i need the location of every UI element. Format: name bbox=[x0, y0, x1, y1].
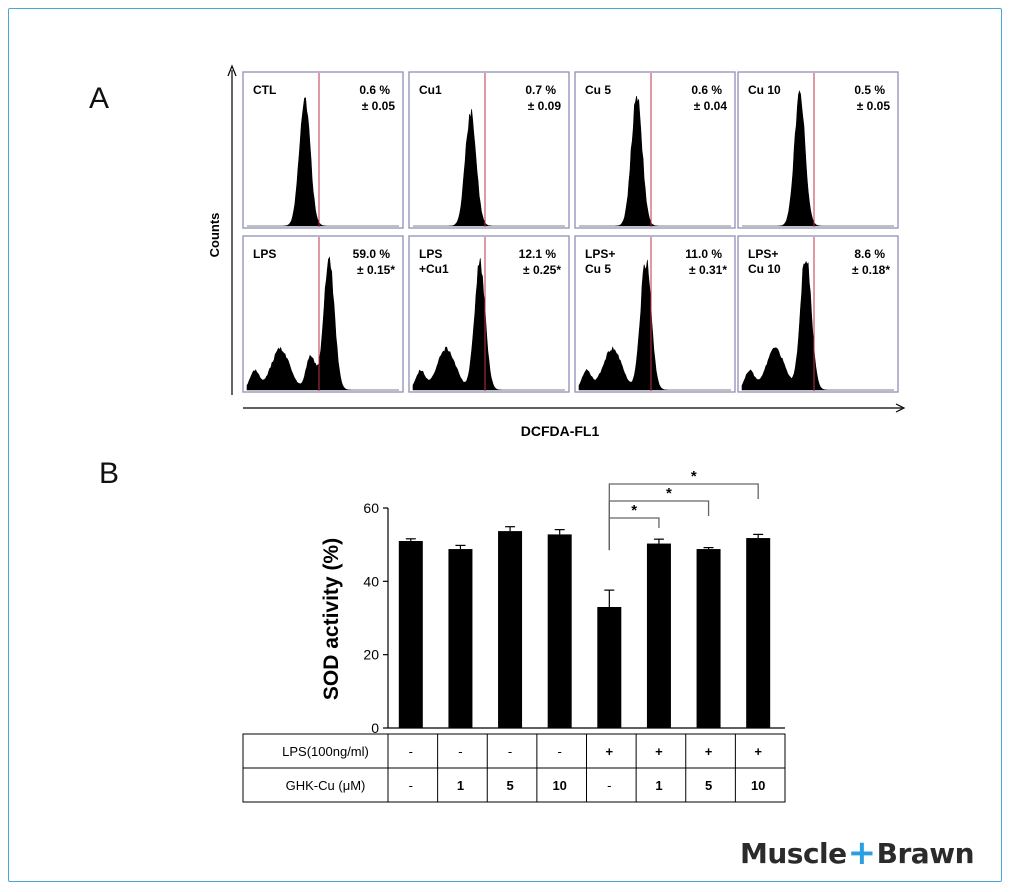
bar bbox=[746, 538, 771, 728]
table-cell: 1 bbox=[655, 778, 662, 793]
histogram-panel: LPS 59.0 % ± 0.15* bbox=[242, 235, 404, 393]
sample-name: LPS+ bbox=[748, 247, 778, 261]
gate-error: ± 0.15* bbox=[357, 263, 395, 277]
gate-percent: 11.0 % bbox=[685, 247, 722, 261]
y-tick-label: 40 bbox=[363, 573, 379, 589]
table-cell: - bbox=[409, 778, 413, 793]
significance-star: * bbox=[691, 468, 697, 485]
gate-percent: 0.6 % bbox=[359, 83, 390, 97]
table-cell: 5 bbox=[506, 778, 513, 793]
histogram-distribution bbox=[413, 109, 565, 227]
gate-percent: 12.1 % bbox=[519, 247, 557, 261]
gate-error: ± 0.09 bbox=[528, 99, 562, 113]
y-axis-label: SOD activity (%) bbox=[320, 538, 343, 700]
panel-b-label: B bbox=[99, 457, 120, 490]
sample-name: LPS bbox=[419, 247, 442, 261]
table-cell: 5 bbox=[705, 778, 712, 793]
sample-name: LPS bbox=[253, 247, 276, 261]
histogram-distribution bbox=[741, 260, 894, 391]
gate-percent: 0.7 % bbox=[525, 83, 556, 97]
histogram-panel: Cu 5 0.6 % ± 0.04 bbox=[574, 71, 736, 229]
logo-plus-icon: + bbox=[847, 833, 877, 873]
sample-name-line2: Cu 10 bbox=[748, 262, 781, 276]
table-row bbox=[242, 767, 786, 803]
table-cell: - bbox=[458, 744, 462, 759]
histogram-frame bbox=[574, 71, 736, 229]
gate-error: ± 0.04 bbox=[694, 99, 728, 113]
histogram-distribution bbox=[247, 97, 399, 227]
bar bbox=[448, 549, 473, 728]
gate-error: ± 0.25* bbox=[523, 263, 561, 277]
histogram-panel: Cu1 0.7 % ± 0.09 bbox=[408, 71, 570, 229]
logo-text-left: Muscle bbox=[740, 836, 847, 870]
significance-star: * bbox=[666, 485, 672, 502]
figure-frame bbox=[8, 8, 1002, 882]
table-cell: - bbox=[558, 744, 562, 759]
histogram-frame bbox=[408, 71, 570, 229]
histogram-frame bbox=[737, 235, 899, 393]
counts-label: Counts bbox=[207, 213, 222, 258]
table-row-label: GHK-Cu (μM) bbox=[286, 778, 366, 793]
table-cell: 10 bbox=[552, 778, 566, 793]
table-cell: + bbox=[705, 744, 713, 759]
y-tick-label: 20 bbox=[363, 647, 379, 663]
sample-name: Cu1 bbox=[419, 83, 442, 97]
bar bbox=[547, 534, 572, 728]
table-cell: + bbox=[606, 744, 614, 759]
histogram-frame bbox=[737, 71, 899, 229]
gate-percent: 8.6 % bbox=[854, 247, 885, 261]
histogram-panel: LPS+Cu 5 11.0 % ± 0.31* bbox=[574, 235, 736, 393]
gate-percent: 0.5 % bbox=[854, 83, 885, 97]
table-cell: - bbox=[508, 744, 512, 759]
histogram-grid: Counts DCFDA-FL1 CTL 0.6 % ± 0.05 Cu1 0.7 % ±… bbox=[207, 64, 906, 439]
panel-a-label: A bbox=[89, 82, 110, 115]
bar bbox=[398, 541, 423, 728]
sod-bar-chart: SOD activity (%) 0 20 40 60 * * * LPS(100ng/m… bbox=[242, 468, 786, 803]
brand-logo: Muscle + Brawn bbox=[740, 833, 975, 873]
table-cell: 1 bbox=[457, 778, 464, 793]
gate-percent: 0.6 % bbox=[691, 83, 722, 97]
sample-name: LPS+ bbox=[585, 247, 615, 261]
histogram-distribution bbox=[246, 256, 399, 391]
histogram-panel: LPS+Cu 10 8.6 % ± 0.18* bbox=[737, 235, 899, 393]
y-tick-label: 60 bbox=[363, 500, 379, 516]
table-row-label: LPS(100ng/ml) bbox=[282, 744, 369, 759]
gate-percent: 59.0 % bbox=[353, 247, 391, 261]
histogram-distribution bbox=[412, 258, 565, 391]
gate-error: ± 0.05 bbox=[857, 99, 891, 113]
histogram-frame bbox=[242, 71, 404, 229]
significance-bracket bbox=[608, 483, 759, 551]
bar bbox=[696, 549, 721, 728]
significance-star: * bbox=[631, 502, 637, 519]
counts-axis-arrowhead bbox=[227, 64, 237, 77]
bar bbox=[498, 531, 523, 728]
table-cell: + bbox=[655, 744, 663, 759]
sample-name: Cu 10 bbox=[748, 83, 781, 97]
gate-error: ± 0.18* bbox=[852, 263, 890, 277]
sample-name-line2: Cu 5 bbox=[585, 262, 611, 276]
table-cell: - bbox=[607, 778, 611, 793]
fl1-axis-arrowhead bbox=[895, 403, 906, 413]
bar bbox=[646, 543, 671, 728]
histogram-distribution bbox=[579, 95, 731, 227]
histogram-panel: CTL 0.6 % ± 0.05 bbox=[242, 71, 404, 229]
table-cell: + bbox=[754, 744, 762, 759]
sample-name-line2: +Cu1 bbox=[419, 262, 449, 276]
gate-error: ± 0.31* bbox=[689, 263, 727, 277]
table-cell: 10 bbox=[751, 778, 765, 793]
logo-text-right: Brawn bbox=[876, 836, 975, 870]
sample-name: Cu 5 bbox=[585, 83, 611, 97]
sample-name: CTL bbox=[253, 83, 276, 97]
histogram-panel: Cu 10 0.5 % ± 0.05 bbox=[737, 71, 899, 229]
histogram-panel: LPS+Cu1 12.1 % ± 0.25* bbox=[408, 235, 570, 393]
gate-error: ± 0.05 bbox=[362, 99, 396, 113]
table-cell: - bbox=[409, 744, 413, 759]
histogram-distribution bbox=[742, 90, 894, 227]
y-tick-label: 0 bbox=[371, 720, 379, 736]
fl1-label: DCFDA-FL1 bbox=[521, 423, 600, 439]
histogram-distribution bbox=[578, 259, 731, 391]
bar bbox=[597, 607, 622, 728]
